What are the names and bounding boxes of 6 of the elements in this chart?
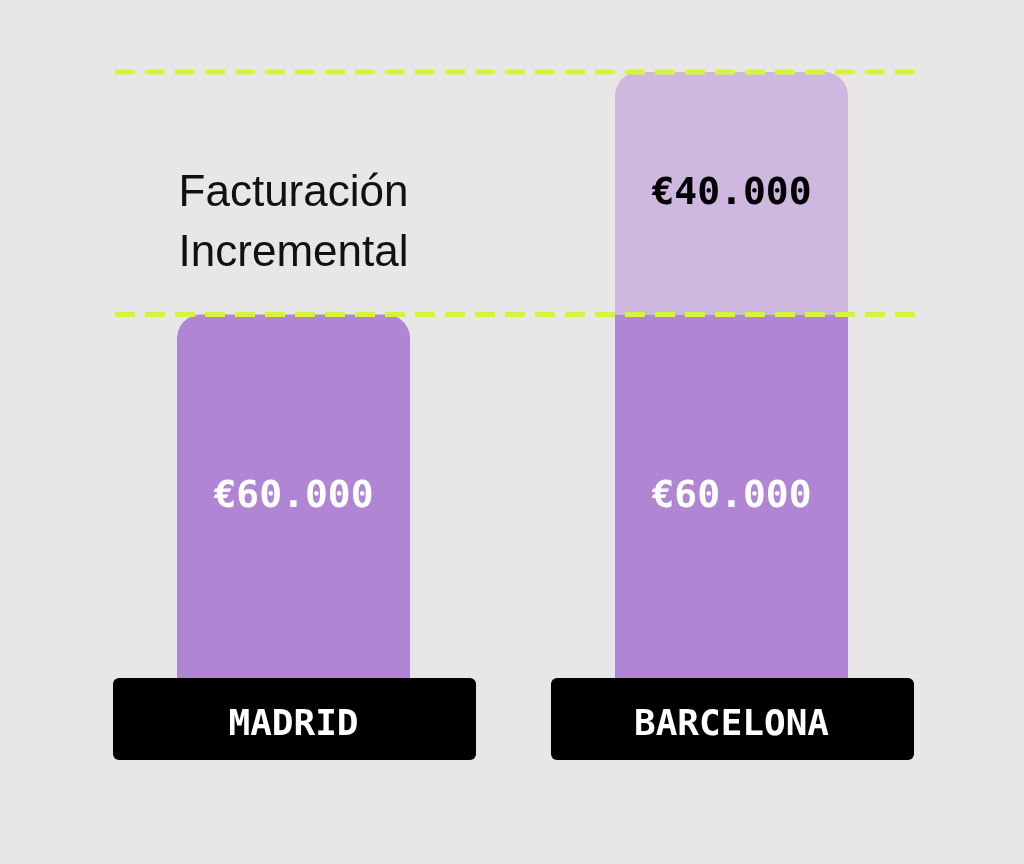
data-label: €60.000 bbox=[651, 472, 812, 517]
data-label: €40.000 bbox=[651, 169, 812, 214]
data-label: €60.000 bbox=[213, 472, 374, 517]
annotation: Facturación Incremental bbox=[178, 166, 409, 276]
x-tick-label: BARCELONA bbox=[633, 701, 830, 743]
x-tick-label: MADRID bbox=[228, 701, 359, 743]
